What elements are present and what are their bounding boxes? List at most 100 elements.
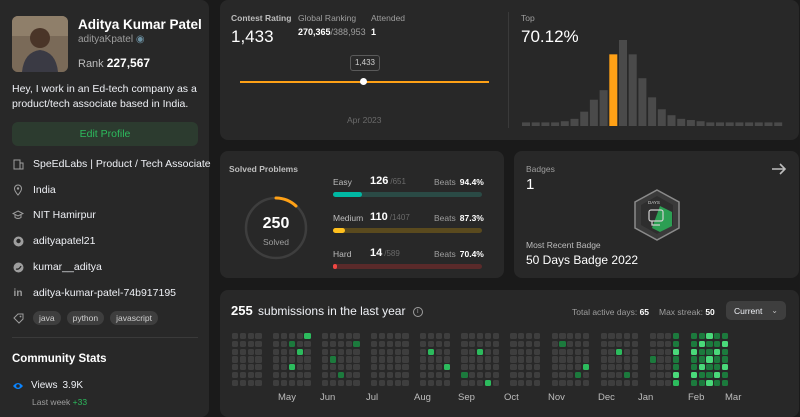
heatmap-cell[interactable] <box>461 364 468 371</box>
heatmap-cell[interactable] <box>673 372 680 379</box>
heatmap-cell[interactable] <box>288 333 295 340</box>
heatmap-cell[interactable] <box>247 356 254 363</box>
heatmap-cell[interactable] <box>322 348 329 355</box>
heatmap-cell[interactable] <box>379 356 386 363</box>
heatmap-cell[interactable] <box>518 333 525 340</box>
heatmap-cell[interactable] <box>461 333 468 340</box>
heatmap-cell[interactable] <box>371 372 378 379</box>
heatmap-cell[interactable] <box>386 333 393 340</box>
heatmap-cell[interactable] <box>371 379 378 386</box>
heatmap-cell[interactable] <box>575 348 582 355</box>
heatmap-cell[interactable] <box>575 379 582 386</box>
arrow-right-icon[interactable] <box>771 162 787 181</box>
heatmap-cell[interactable] <box>673 356 680 363</box>
heatmap-cell[interactable] <box>551 364 558 371</box>
heatmap-cell[interactable] <box>353 340 360 347</box>
heatmap-cell[interactable] <box>510 340 517 347</box>
heatmap-cell[interactable] <box>304 356 311 363</box>
heatmap-cell[interactable] <box>402 356 409 363</box>
heatmap-cell[interactable] <box>533 348 540 355</box>
heatmap-cell[interactable] <box>608 372 615 379</box>
heatmap-cell[interactable] <box>582 379 589 386</box>
heatmap-cell[interactable] <box>484 348 491 355</box>
heatmap-cell[interactable] <box>443 372 450 379</box>
heatmap-cell[interactable] <box>402 379 409 386</box>
heatmap-cell[interactable] <box>330 356 337 363</box>
heatmap-cell[interactable] <box>690 364 697 371</box>
heatmap-cell[interactable] <box>714 333 721 340</box>
github-link[interactable]: adityapatel21 <box>33 235 96 247</box>
heatmap-cell[interactable] <box>477 364 484 371</box>
heatmap-cell[interactable] <box>714 356 721 363</box>
heatmap-cell[interactable] <box>420 340 427 347</box>
heatmap-cell[interactable] <box>657 364 664 371</box>
heatmap-cell[interactable] <box>322 356 329 363</box>
heatmap-cell[interactable] <box>428 379 435 386</box>
heatmap-cell[interactable] <box>518 379 525 386</box>
heatmap-cell[interactable] <box>402 364 409 371</box>
heatmap-cell[interactable] <box>714 364 721 371</box>
heatmap-cell[interactable] <box>379 372 386 379</box>
heatmap-cell[interactable] <box>551 356 558 363</box>
heatmap-cell[interactable] <box>288 379 295 386</box>
heatmap-cell[interactable] <box>239 348 246 355</box>
heatmap-cell[interactable] <box>533 379 540 386</box>
heatmap-cell[interactable] <box>402 348 409 355</box>
heatmap-cell[interactable] <box>673 333 680 340</box>
heatmap-cell[interactable] <box>706 340 713 347</box>
heatmap-cell[interactable] <box>608 333 615 340</box>
heatmap-cell[interactable] <box>600 356 607 363</box>
heatmap-cell[interactable] <box>296 340 303 347</box>
heatmap-cell[interactable] <box>559 372 566 379</box>
heatmap-cell[interactable] <box>649 348 656 355</box>
heatmap-cell[interactable] <box>665 348 672 355</box>
heatmap-cell[interactable] <box>469 333 476 340</box>
heatmap-cell[interactable] <box>518 364 525 371</box>
heatmap-cell[interactable] <box>575 372 582 379</box>
heatmap-cell[interactable] <box>322 379 329 386</box>
heatmap-cell[interactable] <box>631 340 638 347</box>
heatmap-cell[interactable] <box>690 333 697 340</box>
heatmap-cell[interactable] <box>435 356 442 363</box>
heatmap-cell[interactable] <box>402 340 409 347</box>
heatmap-cell[interactable] <box>371 348 378 355</box>
heatmap-cell[interactable] <box>288 348 295 355</box>
heatmap-cell[interactable] <box>443 340 450 347</box>
heatmap-cell[interactable] <box>510 356 517 363</box>
heatmap-cell[interactable] <box>353 356 360 363</box>
heatmap-cell[interactable] <box>232 372 239 379</box>
heatmap-cell[interactable] <box>420 333 427 340</box>
heatmap-cell[interactable] <box>304 348 311 355</box>
heatmap-cell[interactable] <box>673 348 680 355</box>
heatmap-cell[interactable] <box>353 364 360 371</box>
edit-profile-button[interactable]: Edit Profile <box>12 122 198 146</box>
heatmap-cell[interactable] <box>345 372 352 379</box>
heatmap-cell[interactable] <box>402 372 409 379</box>
heatmap-cell[interactable] <box>379 348 386 355</box>
heatmap-cell[interactable] <box>239 379 246 386</box>
heatmap-cell[interactable] <box>379 340 386 347</box>
heatmap-cell[interactable] <box>608 356 615 363</box>
heatmap-cell[interactable] <box>353 379 360 386</box>
heatmap-cell[interactable] <box>624 348 631 355</box>
heatmap-cell[interactable] <box>273 379 280 386</box>
heatmap-cell[interactable] <box>330 379 337 386</box>
heatmap-cell[interactable] <box>255 333 262 340</box>
heatmap-cell[interactable] <box>649 356 656 363</box>
heatmap-cell[interactable] <box>492 356 499 363</box>
heatmap-cell[interactable] <box>698 372 705 379</box>
heatmap-cell[interactable] <box>304 333 311 340</box>
heatmap-cell[interactable] <box>337 356 344 363</box>
heatmap-cell[interactable] <box>477 379 484 386</box>
heatmap-cell[interactable] <box>337 372 344 379</box>
heatmap-cell[interactable] <box>690 372 697 379</box>
heatmap-cell[interactable] <box>714 379 721 386</box>
heatmap-cell[interactable] <box>239 340 246 347</box>
heatmap-cell[interactable] <box>477 333 484 340</box>
heatmap-cell[interactable] <box>296 364 303 371</box>
heatmap-cell[interactable] <box>492 364 499 371</box>
skill-tag[interactable]: javascript <box>110 311 159 325</box>
heatmap-cell[interactable] <box>526 356 533 363</box>
heatmap-cell[interactable] <box>484 372 491 379</box>
heatmap-cell[interactable] <box>428 333 435 340</box>
